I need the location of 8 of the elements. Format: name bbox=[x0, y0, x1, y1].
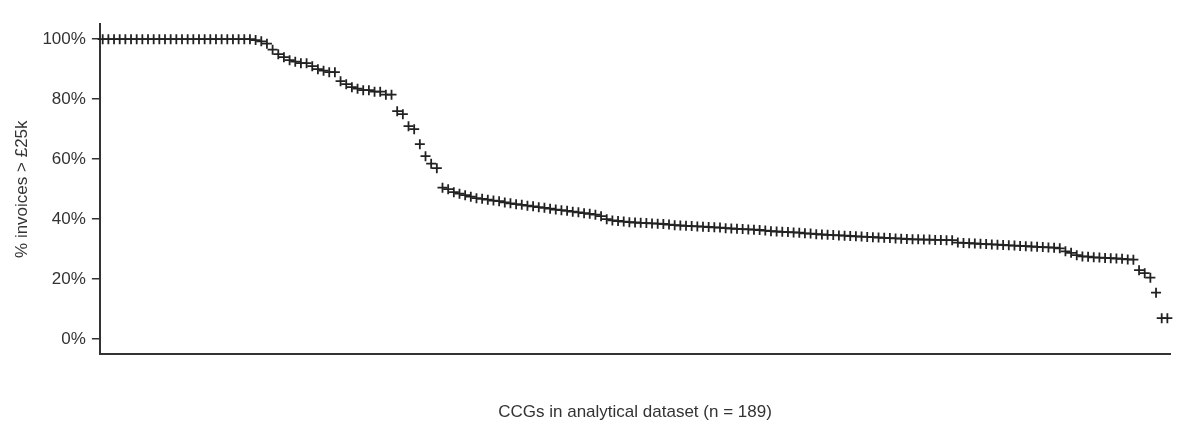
y-axis-title: % invoices > £25k bbox=[11, 119, 31, 258]
x-axis-title: CCGs in analytical dataset (n = 189) bbox=[498, 402, 772, 422]
y-tick-label: 100% bbox=[42, 28, 86, 48]
y-tick-label: 0% bbox=[61, 328, 86, 348]
y-tick-label: 60% bbox=[51, 148, 86, 168]
y-tick-label: 40% bbox=[51, 208, 86, 228]
y-tick-label: 80% bbox=[51, 88, 86, 108]
y-tick-label: 20% bbox=[51, 268, 86, 288]
